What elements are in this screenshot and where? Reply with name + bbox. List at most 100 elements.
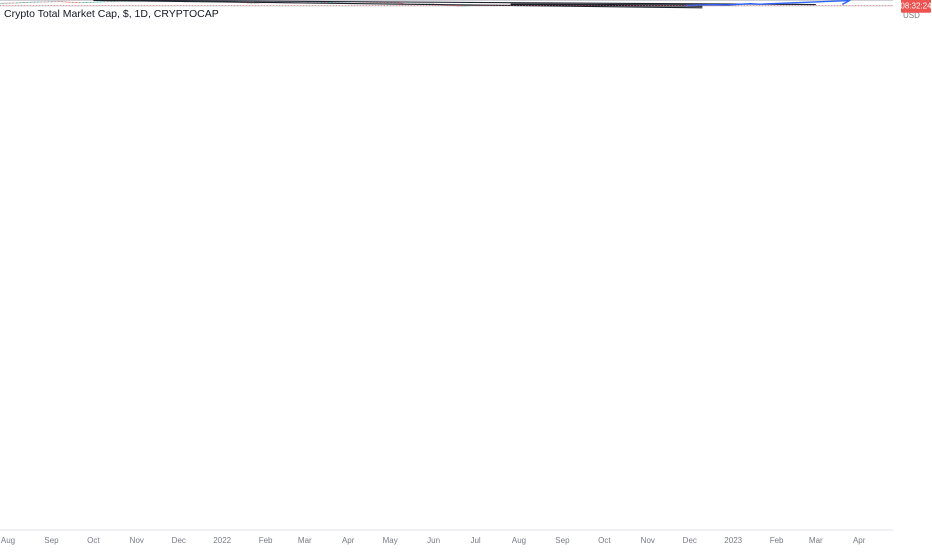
candle-body (34, 2, 35, 3)
candle-up (86, 2, 87, 3)
candle-up (96, 2, 97, 3)
candle-down (65, 1, 66, 2)
candle-body (110, 1, 111, 2)
candle-body (92, 2, 93, 3)
candle-body (464, 6, 465, 7)
x-tick-label: Mar (298, 536, 312, 545)
candle-body (24, 2, 25, 3)
candle-body (79, 2, 80, 3)
candle-body (6, 3, 7, 4)
candle-up (328, 2, 329, 3)
candle-up (1, 3, 2, 4)
candle-body (461, 6, 462, 7)
candle-body (113, 1, 114, 2)
candle-body (3, 3, 4, 4)
candle-body (57, 1, 58, 2)
candle-up (89, 2, 90, 3)
candle-body (1, 3, 2, 4)
candle-down (5, 3, 6, 4)
candle-up (393, 2, 394, 3)
candle-body (100, 2, 101, 3)
candle-up (44, 1, 45, 2)
chart-title: Crypto Total Market Cap, $, 1D, CRYPTOCA… (4, 8, 219, 20)
candle-up (30, 2, 31, 3)
candle-body (10, 3, 11, 4)
x-tick-label: Aug (512, 536, 526, 545)
trendlines-layer (93, 0, 815, 8)
candle-body (457, 6, 458, 7)
candle-body (85, 2, 86, 3)
candle-up (113, 1, 114, 2)
candle-down (6, 3, 7, 4)
candle-body (61, 1, 62, 2)
candle-down (34, 2, 35, 3)
candle-body (58, 1, 59, 2)
candle-up (10, 3, 11, 4)
candle-down (19, 2, 20, 3)
candle-body (80, 2, 81, 3)
candle-up (80, 2, 81, 3)
candle-body (31, 2, 32, 3)
candle-up (87, 2, 88, 3)
candle-body (16, 3, 17, 4)
candle-up (16, 3, 17, 4)
candle-up (83, 2, 84, 3)
candle-body (71, 2, 72, 3)
candle-body (9, 3, 10, 4)
candle-up (395, 3, 396, 4)
candle-body (390, 2, 391, 3)
candle-down (400, 3, 401, 4)
candle-up (111, 1, 112, 2)
candle-body (94, 2, 95, 3)
candle-body (78, 2, 79, 3)
candle-down (9, 3, 10, 4)
candle-body (395, 3, 396, 4)
candle-down (397, 3, 398, 4)
x-tick-label: Apr (853, 536, 866, 545)
candle-body (82, 2, 83, 3)
candle-up (22, 2, 23, 3)
candle-down (43, 2, 44, 3)
candle-body (50, 1, 51, 2)
candle-up (108, 1, 109, 2)
candle-body (26, 2, 27, 3)
candle-up (64, 1, 65, 2)
candle-body (454, 5, 455, 6)
candle-up (29, 2, 30, 3)
candle-body (106, 1, 107, 2)
candle-up (48, 1, 49, 2)
candle-down (62, 1, 63, 2)
x-tick-label: Nov (641, 536, 655, 545)
candle-body (38, 2, 39, 3)
candle-up (97, 2, 98, 3)
candle-body (5, 3, 6, 4)
candle-body (33, 2, 34, 3)
candle-body (55, 1, 56, 2)
candle-up (8, 3, 9, 4)
candle-up (26, 2, 27, 3)
candle-body (41, 2, 42, 3)
candle-down (61, 1, 62, 2)
candle-body (44, 2, 45, 3)
candle-body (51, 2, 52, 3)
candle-body (43, 2, 44, 3)
candle-down (398, 3, 399, 4)
candle-body (397, 3, 398, 4)
candle-body (36, 2, 37, 3)
candle-up (38, 2, 39, 3)
candle-body (73, 2, 74, 3)
candle-down (461, 6, 462, 7)
x-tick-label: Sep (44, 536, 59, 545)
candle-up (99, 2, 100, 3)
candle-up (3, 3, 4, 4)
candle-up (51, 1, 52, 2)
candle-body (12, 3, 13, 4)
candle-down (92, 2, 93, 3)
candle-body (83, 2, 84, 3)
x-tick-label: Jul (470, 536, 480, 545)
candle-up (464, 5, 465, 6)
candle-down (107, 1, 108, 2)
